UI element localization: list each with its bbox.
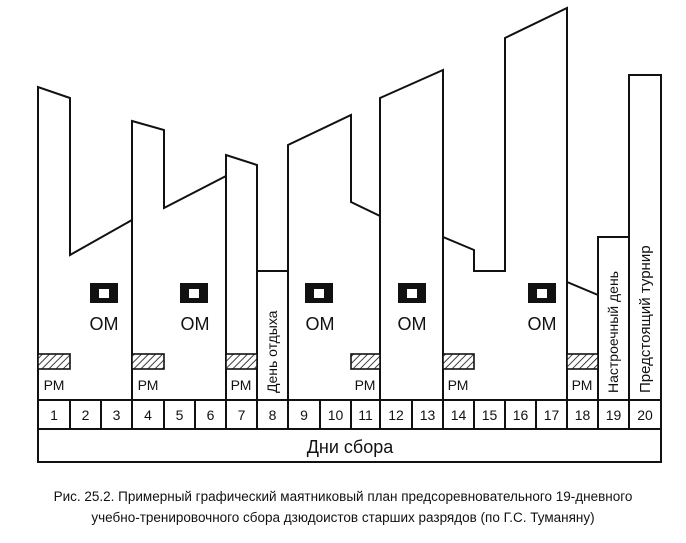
tournament-label: Предстоящий турнир (637, 245, 654, 393)
om-labels: ОМ ОМ ОМ ОМ ОМ (90, 314, 557, 334)
day-number: 9 (300, 407, 308, 423)
om-square-icon (528, 283, 556, 303)
om-icons (90, 283, 556, 303)
pendulum-plan-diagram: РМ РМ РМ РМ РМ РМ ОМ ОМ ОМ ОМ ОМ День от… (37, 6, 662, 463)
rm-labels: РМ РМ РМ РМ РМ РМ (44, 377, 593, 393)
om-label: ОМ (306, 314, 335, 334)
load-profile (37, 6, 662, 401)
om-label: ОМ (181, 314, 210, 334)
day-number: 10 (328, 407, 344, 423)
hatch-strip (131, 353, 165, 370)
microcycle-6-bar (442, 6, 568, 401)
axis-label: Дни сбора (307, 437, 395, 457)
microcycle-1-bar (37, 85, 133, 401)
om-label: ОМ (90, 314, 119, 334)
tuning-day-label: Настроечный день (605, 271, 621, 393)
hatch-strip (225, 353, 258, 370)
om-label: ОМ (398, 314, 427, 334)
rm-label: РМ (231, 377, 252, 393)
rm-label: РМ (138, 377, 159, 393)
figure-caption: Рис. 25.2. Примерный графический маятник… (0, 486, 686, 528)
day-number: 4 (144, 407, 152, 423)
day-number: 3 (113, 407, 121, 423)
day-number: 17 (544, 407, 560, 423)
day-number: 15 (482, 407, 498, 423)
caption-line-1: Рис. 25.2. Примерный графический маятник… (53, 489, 633, 504)
day-numbers: 1 2 3 4 5 6 7 8 9 10 11 12 13 14 15 16 17 18 19 20 (50, 407, 653, 423)
day-number: 18 (575, 407, 591, 423)
rm-label: РМ (355, 377, 376, 393)
days-axis (37, 399, 662, 463)
hatch-strip (37, 353, 71, 370)
day-number: 19 (606, 407, 622, 423)
rm-label: РМ (448, 377, 469, 393)
day-number: 8 (269, 407, 277, 423)
day-number: 14 (451, 407, 467, 423)
day-number: 5 (176, 407, 184, 423)
rm-label: РМ (572, 377, 593, 393)
day-number: 2 (82, 407, 90, 423)
day-number: 13 (420, 407, 436, 423)
day-number: 11 (358, 407, 373, 423)
day-number: 12 (388, 407, 404, 423)
day-number: 1 (50, 407, 58, 423)
day-number: 7 (238, 407, 246, 423)
caption-line-2: учебно-тренировочного сбора дзюдоистов с… (91, 510, 595, 525)
day-number: 20 (637, 407, 653, 423)
rm-label: РМ (44, 377, 65, 393)
om-square-icon (180, 283, 208, 303)
om-label: ОМ (528, 314, 557, 334)
hatch-strip (350, 353, 381, 370)
day-number: 16 (513, 407, 529, 423)
rest-day-label: День отдыха (264, 310, 280, 393)
microcycle-5-bar (379, 68, 444, 401)
om-square-icon (90, 283, 118, 303)
day-dividers (69, 400, 630, 429)
hatch-strip (442, 353, 475, 370)
transition-strips (37, 353, 599, 370)
om-square-icon (398, 283, 426, 303)
hatch-strip (566, 353, 599, 370)
day-number: 6 (207, 407, 215, 423)
om-square-icon (305, 283, 333, 303)
